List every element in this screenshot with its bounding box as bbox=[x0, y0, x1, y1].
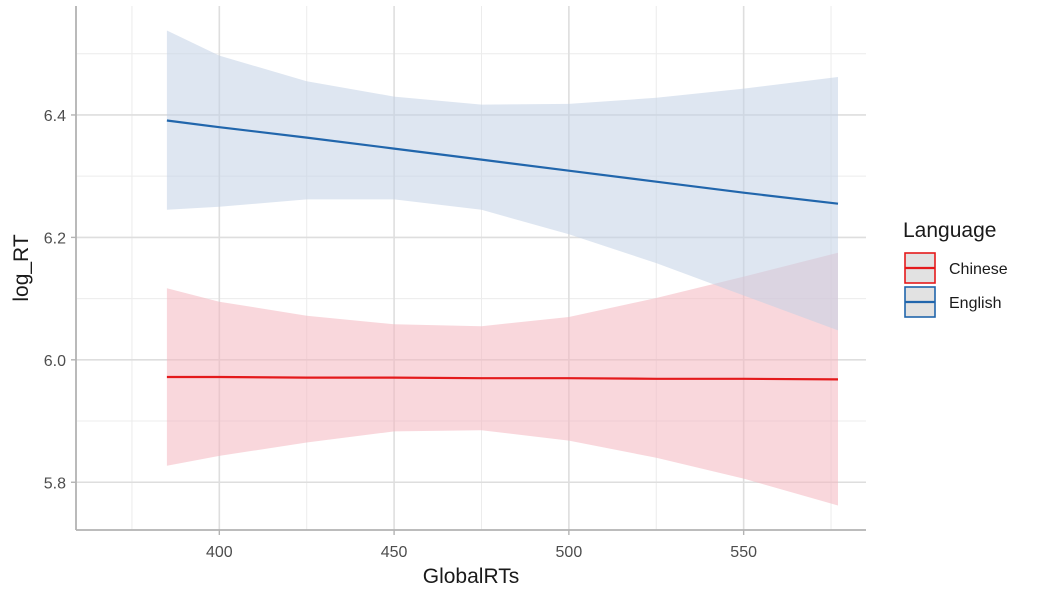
x-tick-label: 450 bbox=[381, 544, 408, 561]
series-line-english bbox=[166, 119, 839, 205]
legend-label-chinese: Chinese bbox=[949, 261, 1008, 278]
x-tick-label: 400 bbox=[206, 544, 233, 561]
series-lines bbox=[166, 119, 839, 381]
y-tick-label: 5.8 bbox=[44, 475, 66, 492]
legend: Language Chinese English bbox=[903, 219, 1008, 318]
confidence-band-english bbox=[166, 30, 838, 331]
legend-label-english: English bbox=[949, 295, 1001, 312]
tick-labels: 400 450 500 550 5.8 6.0 6.2 6.4 bbox=[44, 108, 757, 561]
legend-item-english: English bbox=[904, 286, 1001, 318]
confidence-bands bbox=[166, 30, 838, 506]
y-tick-label: 6.0 bbox=[44, 353, 66, 370]
y-tick-label: 6.2 bbox=[44, 230, 66, 247]
y-axis-title: log_RT bbox=[10, 234, 33, 301]
x-axis-title: GlobalRTs bbox=[423, 565, 520, 588]
series-line-chinese bbox=[166, 375, 839, 381]
legend-title: Language bbox=[903, 219, 996, 242]
y-tick-label: 6.4 bbox=[44, 108, 66, 125]
axes bbox=[71, 6, 866, 535]
x-tick-label: 550 bbox=[730, 544, 757, 561]
x-tick-label: 500 bbox=[556, 544, 583, 561]
legend-item-chinese: Chinese bbox=[904, 252, 1008, 284]
